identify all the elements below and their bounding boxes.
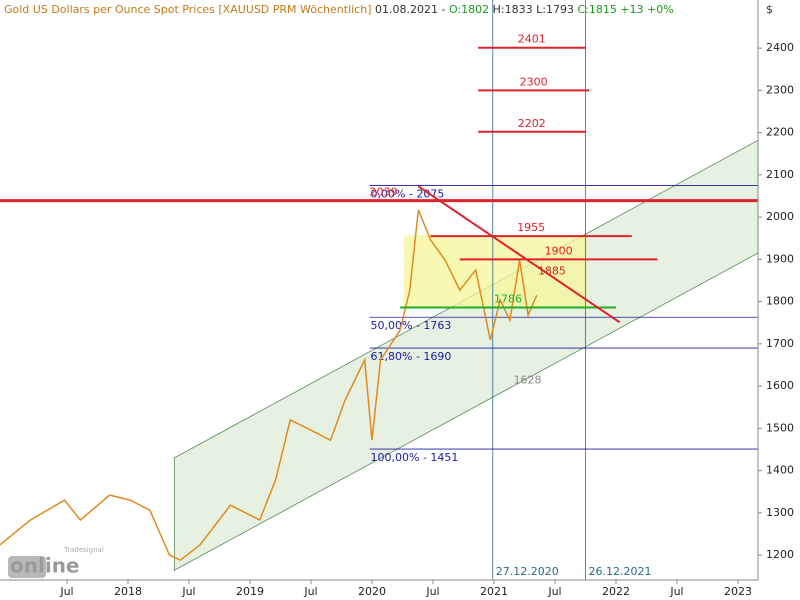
x-tick-label: Jul — [425, 585, 439, 598]
level-label: 1786 — [494, 293, 522, 306]
y-unit: $ — [766, 3, 773, 16]
level-label: 2039 — [370, 186, 398, 199]
chart-header: Gold US Dollars per Ounce Spot Prices [X… — [4, 3, 674, 16]
range-box — [403, 235, 587, 308]
y-tick-label: 1700 — [766, 337, 794, 350]
level-label: 1628 — [514, 373, 542, 386]
header-title: Gold US Dollars per Ounce Spot Prices [X… — [4, 3, 372, 16]
y-tick-label: 1500 — [766, 421, 794, 434]
x-tick-label: 2019 — [236, 585, 264, 598]
level-label: 1900 — [545, 244, 573, 257]
x-tick-label: 2020 — [358, 585, 386, 598]
logo-big: online — [10, 554, 80, 578]
logo-badge — [8, 556, 46, 578]
level-label: 2401 — [518, 33, 546, 46]
price-line — [0, 209, 538, 562]
x-tick-label: Jul — [59, 585, 73, 598]
y-tick-label: 2200 — [766, 126, 794, 139]
logo-small: Tradesignal — [63, 546, 104, 554]
y-tick-label: 2100 — [766, 168, 794, 181]
fib-label: 50,00% - 1763 — [371, 319, 452, 332]
y-tick-label: 1900 — [766, 252, 794, 265]
logo: Tradesignal online — [8, 546, 104, 578]
x-tick-label: Jul — [181, 585, 195, 598]
level-label: 1955 — [517, 221, 545, 234]
level-label: 2300 — [520, 75, 548, 88]
level-label: 1885 — [538, 265, 566, 278]
vertical-label: 27.12.2020 — [496, 565, 559, 578]
x-tick-label: Jul — [303, 585, 317, 598]
y-tick-label: 1300 — [766, 506, 794, 519]
y-tick-label: 1800 — [766, 295, 794, 308]
y-tick-label: 2300 — [766, 83, 794, 96]
y-tick-label: 1400 — [766, 464, 794, 477]
x-tick-label: Jul — [669, 585, 683, 598]
trend-line — [417, 185, 621, 324]
x-tick-label: Jul — [547, 585, 561, 598]
y-tick-label: 2000 — [766, 210, 794, 223]
vertical-label: 26.12.2021 — [588, 565, 651, 578]
header-close: C:1815 +13 +0% — [577, 3, 673, 16]
x-tick-label: 2022 — [602, 585, 630, 598]
y-tick-label: 2400 — [766, 41, 794, 54]
y-tick-label: 1200 — [766, 548, 794, 561]
level-label: 2202 — [518, 117, 546, 130]
x-tick-label: 2023 — [724, 585, 752, 598]
fib-label: 100,00% - 1451 — [371, 451, 459, 464]
x-tick-label: 2021 — [480, 585, 508, 598]
x-tick-label: 2018 — [114, 585, 142, 598]
header-high: H:1833 — [493, 3, 533, 16]
header-low: L:1793 — [536, 3, 574, 16]
header-open: O:1802 — [449, 3, 489, 16]
fib-label: 61,80% - 1690 — [371, 350, 452, 363]
y-tick-label: 1600 — [766, 379, 794, 392]
header-date: 01.08.2021 - — [375, 3, 445, 16]
